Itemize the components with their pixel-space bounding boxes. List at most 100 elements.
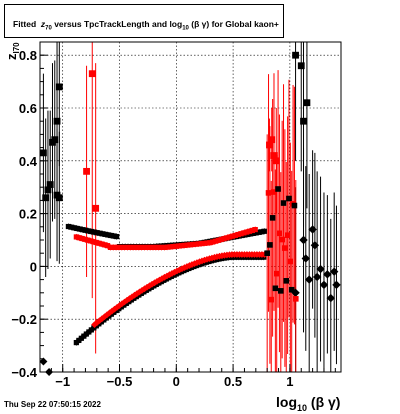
red-upper-point	[235, 231, 241, 238]
red-lower-point	[176, 266, 183, 274]
red-upper-point	[227, 234, 233, 240]
red-upper-point	[119, 244, 125, 250]
red-upper-point	[244, 229, 250, 235]
highx-point	[278, 288, 284, 294]
black-upper-point	[74, 225, 80, 232]
series-1-point	[266, 141, 273, 149]
series-1-point	[268, 136, 276, 144]
red-lower-point	[163, 272, 171, 280]
red-lower-point	[126, 295, 133, 302]
chart-title: Fitted z70 versus TpcTrackLength and log…	[13, 19, 279, 32]
series-1-point	[272, 157, 280, 165]
black-upper-point	[258, 229, 265, 235]
series-0-point	[297, 62, 305, 70]
red-lower-point	[96, 317, 103, 325]
highx-point	[268, 296, 275, 303]
highx-point	[264, 250, 270, 256]
red-upper-point	[238, 231, 244, 237]
series-2-point	[312, 272, 322, 282]
red-upper-point	[207, 240, 213, 246]
series-0-point	[46, 181, 54, 188]
red-upper-point	[252, 227, 258, 233]
red-upper-point	[144, 244, 150, 250]
red-upper-point	[167, 244, 173, 250]
red-upper-point	[195, 241, 202, 247]
red-lower-point	[146, 282, 153, 290]
series-2-point	[299, 235, 308, 245]
red-upper-point	[96, 240, 102, 246]
red-upper-point	[224, 235, 230, 241]
highx-point	[276, 230, 283, 237]
highx-point	[267, 242, 273, 248]
red-upper-point	[122, 244, 128, 250]
y-tick-label: 0	[30, 259, 37, 274]
red-lower-point	[168, 270, 176, 277]
series-0-point	[53, 117, 61, 125]
red-upper-point	[212, 238, 219, 244]
black-upper-point	[77, 226, 83, 232]
series-0-point	[44, 186, 52, 194]
series-1-point	[92, 204, 100, 212]
black-upper-point	[71, 225, 77, 231]
tick-labels: −1 −0.5 0 0.5 1 −0.4 −0.2 0 0.2 0.4 0.6 0.8	[11, 48, 293, 389]
black-upper-point	[82, 227, 89, 233]
black-upper-point	[114, 233, 120, 240]
red-upper-point	[99, 241, 105, 247]
red-lower-point	[118, 300, 126, 308]
series-2-point	[319, 280, 329, 290]
series-2-point	[304, 275, 314, 284]
red-upper-point	[204, 240, 210, 246]
y-tick-label: 0.6	[19, 101, 37, 116]
plot-frame	[39, 41, 342, 373]
red-lower-point	[156, 276, 163, 284]
red-lower-point	[153, 278, 161, 285]
red-upper-point	[161, 244, 167, 250]
red-upper-point	[164, 244, 170, 250]
black-upper-point	[108, 232, 114, 239]
red-upper-point	[218, 236, 224, 243]
series-0-point	[292, 51, 299, 59]
edge-diamond	[39, 357, 48, 366]
red-lower-point	[101, 313, 108, 321]
black-upper-point	[250, 230, 256, 236]
y-tick-label: −0.4	[11, 365, 37, 380]
red-upper-point	[193, 241, 199, 247]
series-0-point	[300, 117, 307, 125]
series-0-point	[303, 99, 311, 107]
series-1-point	[270, 152, 278, 159]
x-axis-label: log10 (β γ)	[276, 394, 341, 413]
series-2-point	[332, 280, 341, 290]
red-upper-point	[215, 237, 221, 243]
red-lower-point	[136, 288, 143, 296]
highx-point	[283, 278, 290, 284]
x-tick-label: 0.5	[224, 374, 242, 389]
series-1-point	[83, 167, 90, 175]
red-lower-point	[103, 311, 111, 319]
black-upper-point	[68, 224, 74, 230]
highx-point	[288, 286, 295, 293]
red-upper-point	[113, 244, 119, 250]
series-2-point	[316, 264, 325, 274]
axis-ticks	[39, 54, 336, 373]
red-upper-point	[153, 244, 159, 250]
timestamp-footer: Thu Sep 22 07:50:15 2022	[4, 400, 101, 409]
x-tick-label: 0	[173, 374, 180, 389]
red-lower-point	[141, 285, 148, 293]
red-upper-point	[241, 230, 247, 236]
red-upper-point	[201, 240, 207, 246]
highx-point	[284, 232, 291, 238]
red-upper-point	[102, 242, 108, 248]
red-upper-point	[147, 244, 153, 250]
red-upper-point	[173, 243, 179, 249]
black-upper-point	[94, 230, 100, 236]
data-markers	[39, 51, 341, 376]
red-upper-point	[87, 238, 94, 244]
red-upper-point	[156, 244, 162, 250]
red-upper-point	[139, 244, 145, 250]
series-0-point	[42, 194, 50, 202]
highx-point	[273, 270, 280, 277]
highx-point	[272, 285, 279, 292]
highx-point	[286, 195, 292, 202]
highx-point	[275, 186, 281, 192]
red-upper-point	[232, 232, 238, 238]
